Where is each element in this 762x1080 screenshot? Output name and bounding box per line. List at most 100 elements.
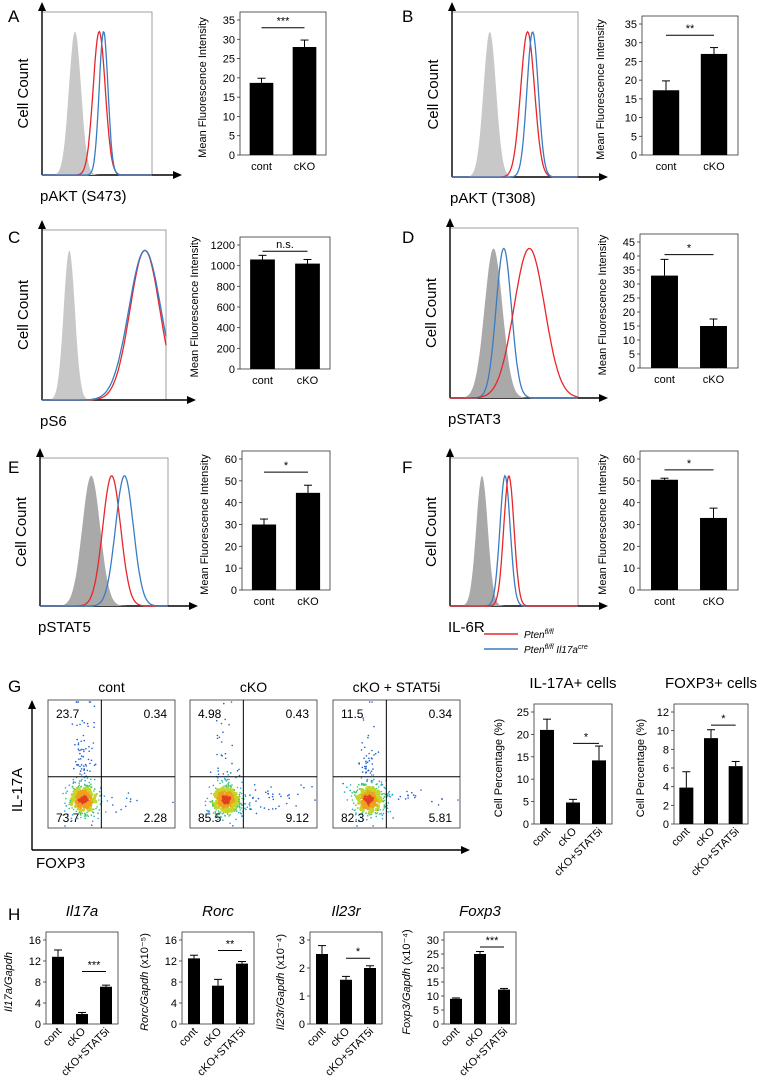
- scatter-point: [77, 743, 80, 746]
- scatter-point: [225, 788, 229, 793]
- scatter-point: [235, 808, 237, 811]
- scatter-point: [224, 718, 226, 721]
- x-tick-label: cKO: [703, 161, 725, 173]
- scatter-point: [225, 780, 228, 782]
- scatter-point: [212, 812, 215, 814]
- scatter-point: [357, 798, 361, 802]
- scatter-point: [361, 782, 363, 785]
- scatter-point: [239, 809, 241, 811]
- scatter-point: [220, 722, 223, 725]
- scatter-point: [238, 811, 240, 814]
- scatter-point: [210, 792, 212, 795]
- scatter-point: [368, 807, 372, 811]
- scatter-point: [221, 781, 224, 783]
- hist-y-label: Cell Count: [423, 496, 440, 567]
- scatter-point: [267, 790, 269, 792]
- scatter-point: [412, 794, 415, 796]
- scatter-point: [235, 818, 237, 821]
- scatter-point: [93, 705, 96, 708]
- scatter-point: [361, 742, 364, 744]
- scatter-point: [217, 773, 220, 776]
- y-tick-label: 5: [433, 1005, 439, 1017]
- scatter-point: [404, 798, 407, 800]
- scatter-point: [216, 815, 219, 817]
- x-tick-label: cont: [177, 1026, 200, 1049]
- scatter-point: [230, 772, 232, 774]
- scatter-point: [360, 802, 364, 806]
- y-tick-label: 10: [225, 563, 237, 575]
- scatter-point: [214, 805, 218, 809]
- y-tick-label: 4: [171, 998, 177, 1010]
- bar-0: [316, 954, 328, 1024]
- scatter-point: [224, 815, 226, 817]
- y-tick-label: 8: [663, 744, 669, 756]
- bar-0: [652, 90, 680, 155]
- scatter-point: [70, 796, 74, 800]
- x-tick-label: cont: [656, 161, 677, 173]
- bar-1: [212, 985, 224, 1024]
- scatter-point: [241, 815, 243, 817]
- scatter-point: [224, 797, 228, 801]
- scatter-point: [89, 701, 92, 703]
- scatter-point: [136, 799, 138, 802]
- histogram-gray-area: [42, 250, 166, 400]
- y-tick-label: 2: [299, 963, 305, 975]
- scatter-point: [83, 765, 85, 767]
- scatter-point: [112, 804, 114, 806]
- scatter-point: [70, 817, 73, 820]
- y-tick-label: 10: [623, 335, 635, 347]
- significance-label: *: [584, 731, 589, 743]
- bar-frame: [639, 233, 739, 369]
- y-tick-label: 15: [223, 92, 235, 104]
- scatter-point: [78, 811, 81, 814]
- scatter-point: [268, 796, 271, 799]
- bar-1: [700, 326, 727, 368]
- scatter-point: [78, 782, 80, 784]
- scatter-point: [360, 799, 364, 804]
- scatter-point: [355, 812, 357, 814]
- scatter-point: [79, 723, 81, 726]
- bar-0: [188, 958, 200, 1024]
- scatter-point: [65, 797, 67, 800]
- scatter-point: [89, 800, 93, 804]
- scatter-point: [91, 820, 94, 823]
- y-tick-label: 15: [427, 977, 439, 989]
- scatter-point: [351, 791, 354, 794]
- scatter-point: [431, 800, 433, 803]
- scatter-point: [84, 796, 88, 801]
- scatter-point: [74, 790, 78, 794]
- legend-entry-1: Ptenfl/fl: [524, 629, 554, 641]
- scatter-point: [363, 797, 367, 801]
- scatter-point: [84, 813, 87, 815]
- y-tick-label: 8: [35, 977, 41, 989]
- y-tick-label: 50: [225, 476, 237, 488]
- scatter-point: [406, 790, 408, 793]
- y-tick-label: 0: [631, 150, 637, 162]
- scatter-point: [236, 796, 240, 800]
- y-tick-label: 30: [625, 38, 637, 50]
- scatter-point: [71, 814, 74, 816]
- scatter-point: [353, 809, 356, 812]
- scatter-point: [250, 808, 252, 810]
- scatter-point: [80, 790, 84, 794]
- scatter-point: [252, 797, 254, 799]
- scatter-point: [244, 794, 246, 796]
- scatter-point: [378, 780, 381, 783]
- y-tick-label: 30: [223, 34, 235, 46]
- scatter-point: [383, 786, 386, 789]
- scatter-point: [217, 777, 219, 779]
- hist-y-arrow-head: [38, 2, 46, 11]
- bar-title: Il17a: [66, 903, 99, 920]
- scatter-point: [241, 804, 243, 806]
- y-tick-label: 3: [299, 935, 305, 947]
- scatter-point: [228, 788, 232, 792]
- hist-y-label: Cell Count: [15, 279, 32, 350]
- scatter-point: [93, 788, 96, 790]
- y-tick-label: 0: [629, 585, 635, 597]
- scatter-point: [96, 806, 98, 808]
- scatter-point: [370, 757, 373, 759]
- scatter-point: [271, 808, 274, 810]
- scatter-point: [97, 812, 99, 814]
- significance-label: n.s.: [276, 239, 294, 251]
